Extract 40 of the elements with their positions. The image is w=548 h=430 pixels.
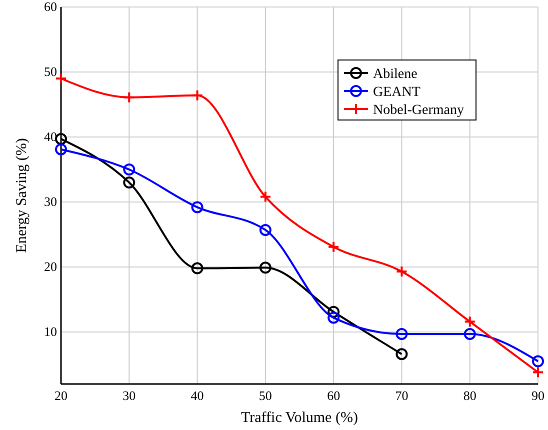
y-tick-label: 10 <box>44 324 57 339</box>
y-tick-label: 20 <box>44 259 57 274</box>
point <box>191 89 204 102</box>
point <box>191 262 204 274</box>
point <box>55 72 67 84</box>
legend-label: GEANT <box>373 85 421 100</box>
point <box>259 190 272 203</box>
point <box>191 201 204 214</box>
x-tick-label: 70 <box>395 388 408 403</box>
x-tick-label: 50 <box>258 388 272 403</box>
point <box>328 312 340 324</box>
point <box>464 328 476 340</box>
y-axis-title: Energy Saving (%) <box>14 138 30 253</box>
x-tick-label: 30 <box>122 388 136 403</box>
x-tick-label: 40 <box>190 388 204 403</box>
y-tick-label: 60 <box>44 0 57 14</box>
point <box>123 164 136 176</box>
y-tick-label: 30 <box>44 194 57 209</box>
x-tick-label: 20 <box>54 388 68 403</box>
x-tick-label: 60 <box>327 388 340 403</box>
point <box>259 262 272 274</box>
point <box>328 240 340 253</box>
point <box>123 91 136 104</box>
point <box>532 366 544 378</box>
point <box>396 266 408 278</box>
point <box>259 224 272 236</box>
point <box>396 328 408 340</box>
legend-label: Nobel-Germany <box>373 103 464 118</box>
point <box>328 306 340 318</box>
point <box>396 348 408 360</box>
x-tick-label: 90 <box>532 388 544 403</box>
x-axis-title: Traffic Volume (%) <box>241 410 358 426</box>
point <box>464 316 476 328</box>
point <box>55 132 67 145</box>
point <box>532 355 544 368</box>
point <box>123 176 136 188</box>
y-tick-label: 50 <box>44 64 57 79</box>
point <box>55 143 67 156</box>
legend-label: Abilene <box>373 67 418 82</box>
x-tick-label: 80 <box>463 388 476 403</box>
